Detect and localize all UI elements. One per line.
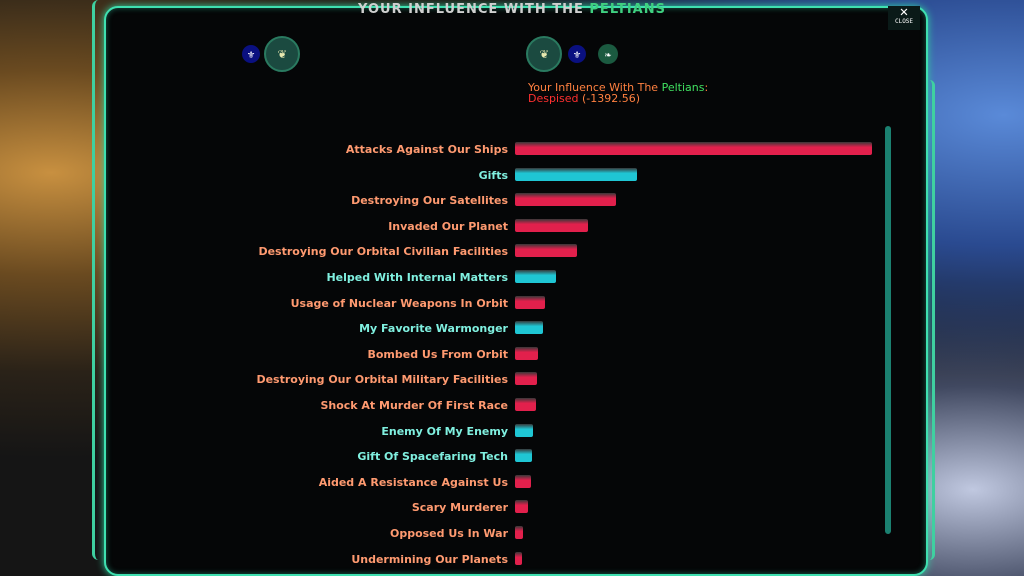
bar-negative — [515, 398, 536, 411]
species-icon: ❧ — [598, 44, 618, 64]
influence-row: Aided A Resistance Against Us — [110, 472, 890, 497]
bar-negative — [515, 218, 588, 232]
influence-row: Scary Murderer — [110, 497, 890, 522]
bar-negative — [515, 551, 522, 565]
title-race: Peltians — [589, 2, 666, 17]
bar-label: Helped With Internal Matters — [326, 271, 508, 284]
scrollbar[interactable] — [885, 126, 891, 534]
bar-label: Undermining Our Planets — [351, 552, 508, 566]
status-race: Peltians — [661, 81, 705, 94]
influence-row: Gift Of Spacefaring Tech — [110, 446, 890, 471]
bar-negative — [515, 142, 872, 155]
bar-negative — [515, 244, 577, 258]
influence-row: Bombed Us From Orbit — [110, 344, 890, 369]
bar-label: Attacks Against Our Ships — [345, 143, 508, 156]
influence-row: Destroying Our Orbital Military Faciliti… — [110, 369, 890, 394]
influence-row: Usage of Nuclear Weapons In Orbit — [110, 293, 890, 318]
bar-negative — [515, 474, 531, 488]
bar-label: Shock At Murder Of First Race — [320, 399, 508, 412]
bar-positive — [515, 449, 532, 463]
status-suffix: : — [704, 81, 709, 94]
bar-label: Opposed Us In War — [389, 527, 508, 540]
bar-negative — [515, 372, 537, 386]
bar-label: My Favorite Warmonger — [359, 322, 508, 336]
bar-label: Gifts — [478, 168, 508, 182]
influence-row: Shock At Murder Of First Race — [110, 395, 890, 420]
influence-row: Helped With Internal Matters — [110, 267, 890, 292]
bar-label: Destroying Our Orbital Military Faciliti… — [256, 373, 508, 387]
bar-negative — [515, 295, 545, 309]
influence-row: My Favorite Warmonger — [110, 318, 890, 343]
bar-label: Invaded Our Planet — [388, 219, 508, 233]
bar-negative — [515, 346, 538, 360]
bar-label: Usage of Nuclear Weapons In Orbit — [290, 296, 508, 310]
influence-row: Undermining Our Planets — [110, 549, 890, 574]
peltian-race-emblem: ❦ — [526, 36, 562, 72]
window-title: Your Influence With The Peltians — [0, 2, 1024, 17]
player-faction-icon: ⚜ — [242, 45, 260, 63]
bar-positive — [515, 167, 637, 181]
bar-label: Aided A Resistance Against Us — [318, 475, 508, 489]
influence-row: Gifts — [110, 165, 890, 190]
bar-label: Bombed Us From Orbit — [367, 347, 508, 361]
player-race-emblem: ❦ — [264, 36, 300, 72]
bar-label: Gift Of Spacefaring Tech — [357, 450, 508, 464]
bar-label: Destroying Our Orbital Civilian Faciliti… — [258, 245, 508, 259]
bar-label: Destroying Our Satellites — [351, 194, 508, 208]
influence-row: Attacks Against Our Ships — [110, 139, 890, 164]
frame-left — [92, 0, 105, 560]
status-score: (-1392.56) — [582, 92, 641, 105]
title-text: Your Influence With The — [358, 2, 584, 17]
status-level: Despised — [528, 92, 579, 105]
bar-negative — [515, 193, 616, 207]
frame-right — [924, 80, 935, 560]
bar-negative — [515, 500, 528, 514]
bar-positive — [515, 270, 556, 283]
bar-label: Enemy Of My Enemy — [381, 424, 508, 438]
x-icon: ✕ — [899, 4, 909, 20]
close-label: CLOSE — [894, 18, 914, 25]
faction-icon: ⚜ — [568, 45, 586, 63]
influence-row: Opposed Us In War — [110, 523, 890, 548]
bar-label: Scary Murderer — [411, 501, 508, 515]
influence-row: Destroying Our Satellites — [110, 190, 890, 215]
influence-row: Invaded Our Planet — [110, 216, 890, 241]
influence-row: Destroying Our Orbital Civilian Faciliti… — [110, 241, 890, 266]
influence-row: Enemy Of My Enemy — [110, 421, 890, 446]
close-button[interactable]: ✕ CLOSE — [888, 4, 920, 30]
status-prefix: Your Influence With The — [528, 81, 659, 94]
influence-status: Your Influence With The Peltians: Despis… — [528, 82, 708, 104]
bar-positive — [515, 423, 533, 437]
bar-negative — [515, 526, 523, 539]
bar-positive — [515, 321, 543, 335]
